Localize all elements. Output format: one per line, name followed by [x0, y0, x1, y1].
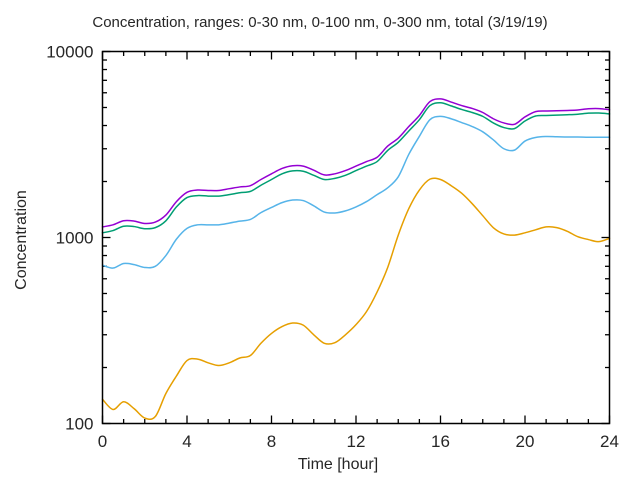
- x-tick-label: 24: [600, 432, 619, 451]
- series-line-0-30-nm: [101, 177, 611, 421]
- y-axis-label: Concentration: [13, 190, 30, 290]
- x-tick-label: 0: [98, 432, 107, 451]
- x-tick-label: 20: [516, 432, 535, 451]
- series-line-0-100-nm: [101, 115, 611, 269]
- series-lines: [101, 98, 611, 421]
- plot-border: [101, 50, 611, 425]
- x-tick-label: 12: [347, 432, 366, 451]
- x-axis-label: Time [hour]: [298, 456, 378, 473]
- y-tick-label: 10000: [46, 43, 93, 62]
- y-tick-label: 100: [65, 415, 93, 434]
- x-tick-label: 4: [182, 432, 191, 451]
- series-line-total: [101, 98, 611, 228]
- x-tick-label: 8: [267, 432, 276, 451]
- x-tick-label: 16: [431, 432, 450, 451]
- y-tick-label: 1000: [56, 229, 94, 248]
- chart-title: Concentration, ranges: 0-30 nm, 0-100 nm…: [92, 14, 547, 31]
- series-line-0-300-nm: [101, 102, 611, 234]
- y-ticks: 100 1000 10000: [46, 43, 610, 434]
